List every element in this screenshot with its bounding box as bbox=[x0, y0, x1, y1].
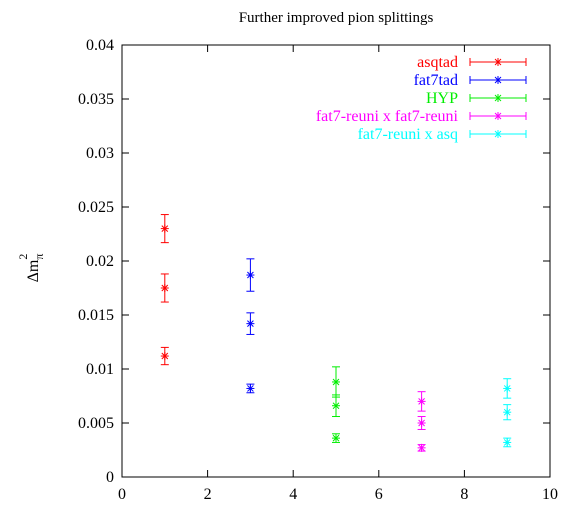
data-point bbox=[503, 437, 512, 448]
chart-title: Further improved pion splittings bbox=[239, 10, 434, 26]
legend-label: asqtad bbox=[417, 54, 458, 71]
y-tick-label: 0.005 bbox=[78, 415, 114, 432]
x-tick-label: 6 bbox=[375, 486, 383, 503]
legend-label: fat7-reuni x fat7-reuni bbox=[316, 108, 459, 125]
y-axis: 0 0.005 0.01 0.015 0.02 0.025 0.03 0.035 0.04 bbox=[78, 37, 550, 486]
series-3 bbox=[417, 391, 426, 452]
y-axis-label-sub: π bbox=[32, 254, 46, 260]
data-point bbox=[417, 416, 426, 430]
legend-sample bbox=[469, 130, 527, 138]
y-tick-label: 0.02 bbox=[86, 253, 114, 270]
legend-sample bbox=[469, 58, 527, 66]
data-point bbox=[417, 391, 426, 412]
legend-sample bbox=[469, 112, 527, 120]
data-point bbox=[246, 258, 255, 292]
x-tick-label: 8 bbox=[460, 486, 468, 503]
series-0 bbox=[160, 214, 169, 366]
y-axis-label-sup: 2 bbox=[16, 254, 30, 260]
y-axis-label: Δmπ2 bbox=[16, 254, 46, 283]
legend-label: fat7-reuni x asq bbox=[358, 126, 458, 143]
y-tick-label: 0.035 bbox=[78, 91, 114, 108]
data-series bbox=[160, 214, 512, 452]
y-tick-label: 0.04 bbox=[86, 37, 114, 54]
y-tick-label: 0.03 bbox=[86, 145, 114, 162]
legend-sample bbox=[469, 94, 527, 102]
series-1 bbox=[246, 258, 255, 394]
y-tick-label: 0.01 bbox=[86, 361, 114, 378]
svg-text:Δmπ2: Δmπ2 bbox=[16, 254, 46, 283]
data-point bbox=[160, 214, 169, 244]
y-axis-label-base: Δm bbox=[25, 259, 42, 282]
x-tick-label: 2 bbox=[204, 486, 212, 503]
data-point bbox=[503, 404, 512, 421]
y-tick-label: 0 bbox=[106, 469, 114, 486]
legend-sample bbox=[469, 76, 527, 84]
y-tick-label: 0.025 bbox=[78, 199, 114, 216]
data-point bbox=[503, 378, 512, 399]
data-point bbox=[160, 273, 169, 303]
data-point bbox=[417, 443, 426, 452]
data-point bbox=[332, 366, 340, 398]
series-2 bbox=[332, 366, 340, 443]
data-point bbox=[160, 346, 169, 366]
x-axis: 0 2 4 6 8 10 bbox=[118, 45, 558, 503]
data-point bbox=[246, 312, 255, 335]
data-point bbox=[332, 394, 340, 418]
series-4 bbox=[503, 378, 512, 448]
x-tick-label: 0 bbox=[118, 486, 126, 503]
data-point bbox=[332, 433, 340, 443]
x-tick-label: 4 bbox=[289, 486, 297, 503]
y-tick-label: 0.015 bbox=[78, 307, 114, 324]
x-tick-label: 10 bbox=[542, 486, 558, 503]
data-point bbox=[246, 383, 255, 394]
legend-label: HYP bbox=[426, 90, 458, 107]
legend-label: fat7tad bbox=[414, 72, 458, 89]
